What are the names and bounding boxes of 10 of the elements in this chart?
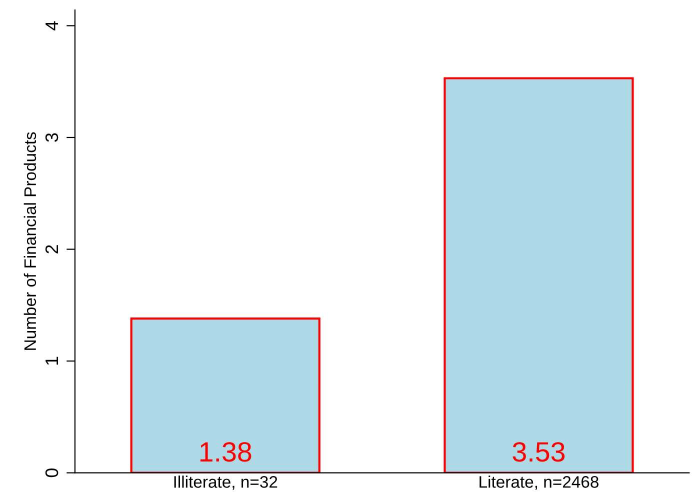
y-tick-label: 1 [46, 356, 58, 365]
y-axis-title: Number of Financial Products [24, 132, 36, 350]
data-label: 1.38 [200, 442, 252, 462]
x-tick-label: Literate, n=2468 [480, 476, 598, 490]
y-tick-label: 2 [45, 245, 58, 254]
y-tick-label: 4 [46, 21, 58, 30]
y-tick-label: 0 [45, 468, 58, 478]
x-tick-label: Illiterate, n=32 [174, 476, 278, 490]
y-tick-label: 3 [45, 133, 58, 142]
data-label: 3.53 [512, 442, 565, 462]
